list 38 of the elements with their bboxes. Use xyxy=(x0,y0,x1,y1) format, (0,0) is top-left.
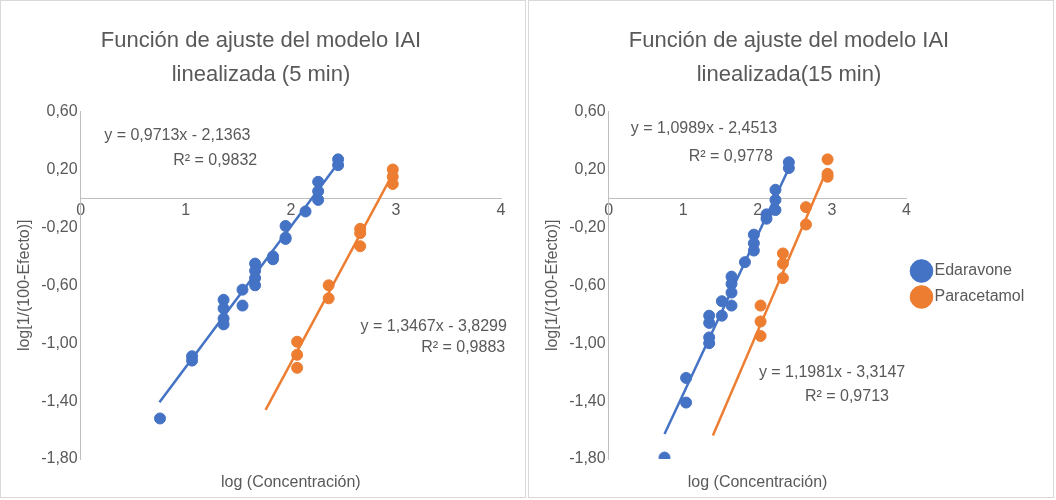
y-tick-label: -1,80 xyxy=(41,449,78,467)
annotation: R² = 0,9713 xyxy=(804,386,890,404)
y-axis-title: log[1/(100-Efecto)] xyxy=(543,219,561,352)
chart-title: Función de ajuste del modelo IAI linealizada (5 min) xyxy=(99,26,423,88)
y-tick-label: -0,60 xyxy=(569,275,606,293)
y-tick-label: -1,00 xyxy=(569,333,606,351)
annotation: y = 1,1981x - 3,3147 xyxy=(758,362,906,380)
annotation: R² = 0,9883 xyxy=(421,338,506,356)
legend-label: Edaravone xyxy=(934,261,1012,279)
x-axis-title: log (Concentración) xyxy=(221,473,361,490)
x-tick-label: 2 xyxy=(753,201,763,219)
annotation: R² = 0,9832 xyxy=(173,150,258,168)
y-tick-label: -1,40 xyxy=(41,391,78,409)
y-tick-label: -1,40 xyxy=(569,391,606,409)
legend-label: Paracetamol xyxy=(934,287,1025,305)
y-axis-title: log[1/(100-Efecto)] xyxy=(15,219,33,352)
x-tick-label: 3 xyxy=(827,201,837,219)
x-tick-label: 3 xyxy=(391,201,401,219)
x-tick-label: 1 xyxy=(678,201,688,219)
x-tick-label: 4 xyxy=(902,201,912,219)
annotation: y = 0,9713x - 2,1363 xyxy=(104,126,251,144)
y-tick-label: 0,60 xyxy=(46,102,78,120)
y-tick-label: -0,20 xyxy=(41,217,78,235)
x-tick-label: 1 xyxy=(181,201,191,219)
y-tick-label: -0,20 xyxy=(569,217,606,235)
y-tick-label: 0,20 xyxy=(46,159,78,177)
x-axis-title: log (Concentración) xyxy=(687,473,828,490)
y-tick-label: 0,60 xyxy=(574,102,606,120)
x-tick-label: 4 xyxy=(496,201,506,219)
annotation: R² = 0,9778 xyxy=(688,147,773,165)
y-tick-label: 0,20 xyxy=(574,159,606,177)
chart-title: Función de ajuste del modelo IAI linealizada(15 min) xyxy=(627,26,951,88)
annotation: y = 1,3467x - 3,8299 xyxy=(360,317,508,335)
x-tick-label: 2 xyxy=(286,201,296,219)
y-tick-label: -1,00 xyxy=(41,333,78,351)
y-tick-label: -0,60 xyxy=(41,275,78,293)
annotation: y = 1,0989x - 2,4513 xyxy=(630,119,778,137)
y-tick-label: -1,80 xyxy=(569,449,606,467)
